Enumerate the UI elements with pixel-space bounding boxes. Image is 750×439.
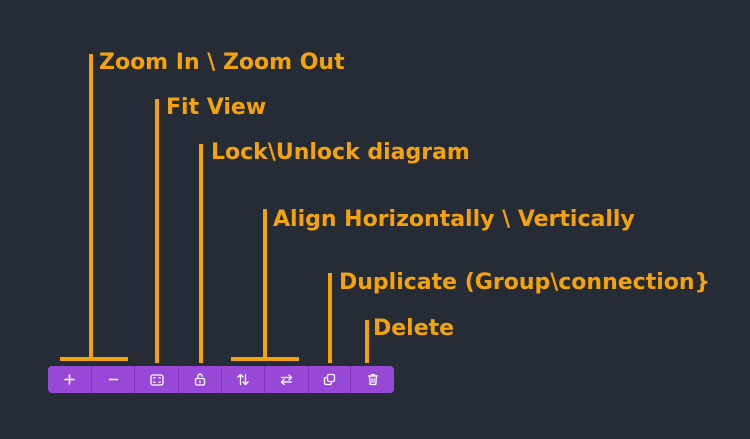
label-duplicate: Duplicate (Group\connection} xyxy=(339,270,711,295)
label-delete: Delete xyxy=(373,316,455,341)
callout-line-fit-view xyxy=(155,99,159,363)
callout-bar-align xyxy=(231,357,299,361)
unlock-icon xyxy=(194,373,206,386)
fit-view-button[interactable] xyxy=(135,366,179,393)
label-lock: Lock\Unlock diagram xyxy=(211,140,470,165)
callout-line-zoom xyxy=(89,54,93,360)
callout-line-delete xyxy=(365,320,369,363)
callout-bar-zoom xyxy=(60,357,128,361)
zoom-out-button[interactable] xyxy=(92,366,135,393)
delete-button[interactable] xyxy=(351,366,394,393)
label-fit-view: Fit View xyxy=(166,95,267,120)
duplicate-button[interactable] xyxy=(309,366,351,393)
align-horizontal-button[interactable] xyxy=(265,366,309,393)
align-vertical-arrows-icon xyxy=(237,373,249,386)
trash-icon xyxy=(367,374,378,386)
zoom-in-button[interactable] xyxy=(48,366,92,393)
label-zoom: Zoom In \ Zoom Out xyxy=(99,50,345,75)
callout-line-lock xyxy=(199,144,203,363)
minus-icon xyxy=(108,378,118,381)
diagram-toolbar xyxy=(48,366,394,393)
plus-icon xyxy=(64,374,75,385)
align-vertical-button[interactable] xyxy=(222,366,265,393)
callout-line-align xyxy=(263,209,267,360)
label-align: Align Horizontally \ Vertically xyxy=(273,207,635,232)
align-horizontal-arrows-icon xyxy=(280,374,293,386)
lock-toggle-button[interactable] xyxy=(179,366,222,393)
callout-line-duplicate xyxy=(328,273,332,363)
fit-view-icon xyxy=(149,373,164,386)
duplicate-icon xyxy=(323,373,336,386)
